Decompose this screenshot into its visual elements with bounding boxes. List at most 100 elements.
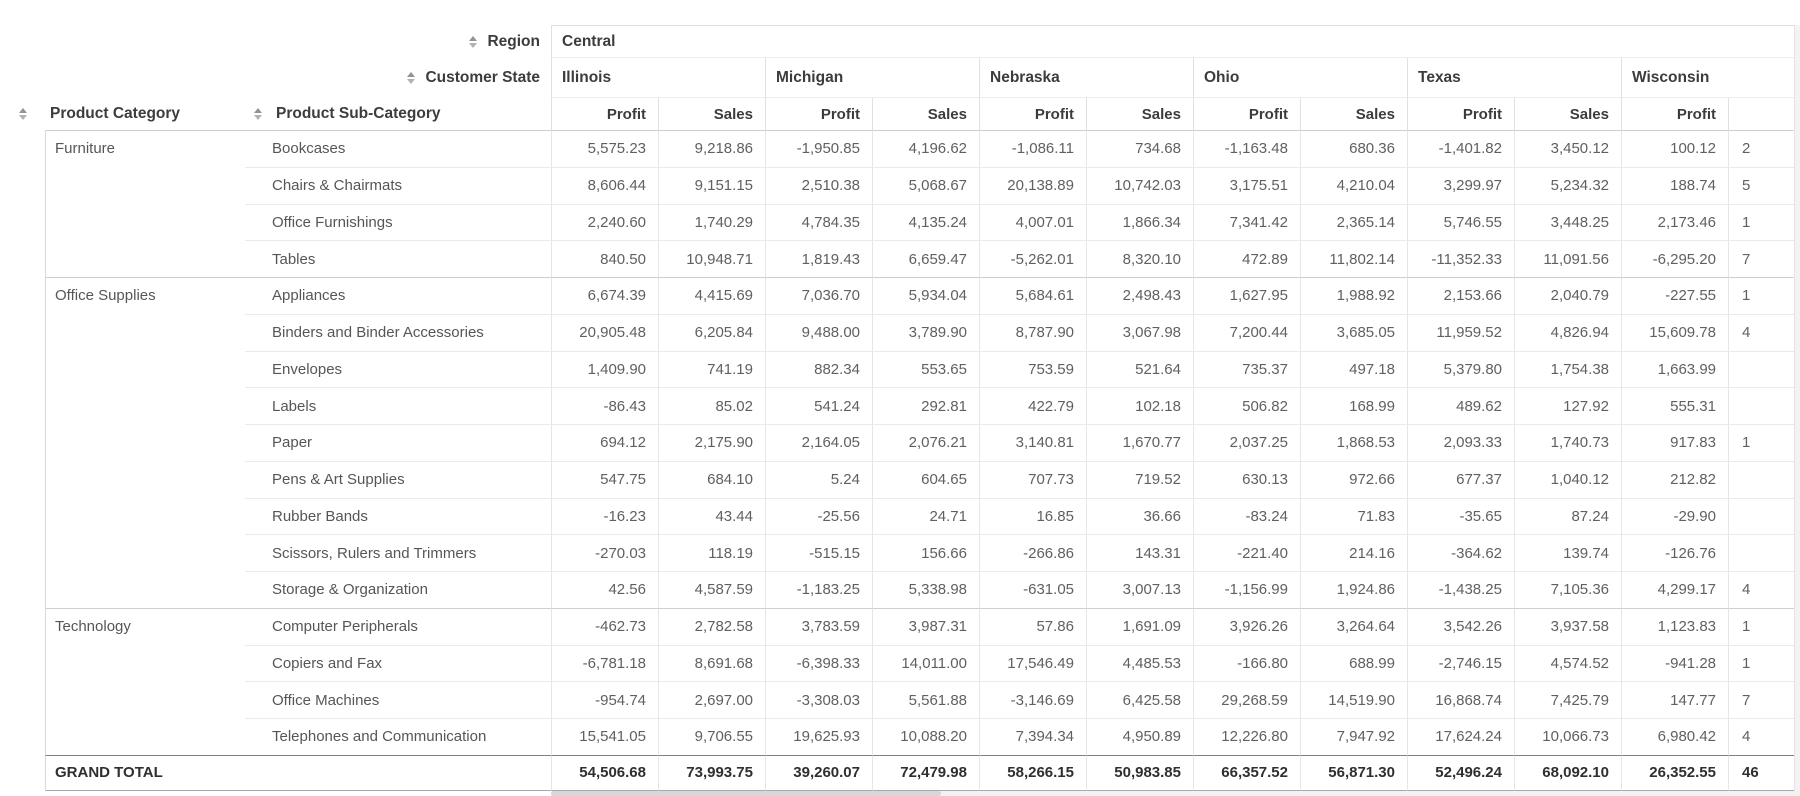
horizontal-scrollbar[interactable]	[551, 791, 1800, 796]
value-cell-sales: 972.66	[1300, 460, 1407, 498]
clipped-value-cell: 5	[1728, 166, 1800, 204]
value-cell-sales: 497.18	[1300, 350, 1407, 388]
value-cell-sales: 5,561.88	[872, 681, 979, 718]
customer-state-sort-icon[interactable]	[405, 72, 416, 84]
value-cell-sales: 680.36	[1300, 130, 1407, 167]
value-cell-sales: 1,040.12	[1514, 460, 1621, 498]
horizontal-scrollbar-thumb[interactable]	[551, 791, 941, 796]
value-cell-sales: 102.18	[1086, 387, 1193, 424]
value-cell-sales: 553.65	[872, 350, 979, 388]
value-cell-profit: -3,308.03	[765, 681, 872, 718]
value-cell-sales: 719.52	[1086, 460, 1193, 498]
category-cell: Office Supplies	[45, 277, 245, 314]
value-cell-sales: 11,802.14	[1300, 240, 1407, 277]
category-sort-icon[interactable]	[17, 108, 28, 120]
category-cell	[45, 203, 245, 241]
value-cell-sales: 292.81	[872, 387, 979, 424]
value-cell-profit: 9,488.00	[765, 313, 872, 351]
value-cell-profit: -364.62	[1407, 534, 1514, 571]
region-header[interactable]: Region	[0, 25, 551, 58]
state-row: Customer State Illinois Michigan Nebrask…	[0, 58, 1800, 98]
clipped-value-cell: 4	[1728, 571, 1800, 608]
row-left-spacer	[0, 534, 45, 571]
value-cell-profit: 20,905.48	[551, 313, 658, 351]
measure-header-profit[interactable]: Profit	[1621, 98, 1728, 130]
value-cell-sales: 139.74	[1514, 534, 1621, 571]
value-cell-sales: 604.65	[872, 460, 979, 498]
value-cell-sales: 5,068.67	[872, 166, 979, 204]
value-cell-sales: 1,691.09	[1086, 607, 1193, 645]
state-cell-texas: Texas	[1407, 58, 1621, 98]
value-cell-profit: -515.15	[765, 534, 872, 571]
measure-header-profit[interactable]: Profit	[979, 98, 1086, 130]
region-row: Region Central	[0, 25, 1800, 58]
subcategory-cell: Office Furnishings	[245, 203, 551, 241]
measure-header-profit[interactable]: Profit	[765, 98, 872, 130]
value-cell-profit: -3,146.69	[979, 681, 1086, 718]
value-cell-profit: 4,299.17	[1621, 571, 1728, 608]
value-cell-sales: 43.44	[658, 497, 765, 535]
value-cell-sales: 14,519.90	[1300, 681, 1407, 718]
value-cell-sales: 2,175.90	[658, 424, 765, 461]
grand-total-value-cell-sales: 50,983.85	[1086, 754, 1193, 791]
value-cell-profit: 15,541.05	[551, 718, 658, 755]
value-cell-profit: 100.12	[1621, 130, 1728, 167]
value-cell-profit: 5,379.80	[1407, 350, 1514, 388]
value-cell-profit: 16,868.74	[1407, 681, 1514, 718]
value-cell-profit: -941.28	[1621, 644, 1728, 682]
value-cell-profit: 188.74	[1621, 166, 1728, 204]
measure-header-sales[interactable]: Sales	[872, 98, 979, 130]
vertical-scrollbar[interactable]	[1794, 25, 1800, 791]
value-cell-sales: 4,574.52	[1514, 644, 1621, 682]
grand-total-value-cell-profit: 26,352.55	[1621, 754, 1728, 791]
value-cell-sales: 5,338.98	[872, 571, 979, 608]
category-cell	[45, 718, 245, 755]
value-cell-profit: 3,299.97	[1407, 166, 1514, 204]
row-left-spacer	[0, 204, 45, 241]
value-cell-profit: 7,036.70	[765, 277, 872, 314]
value-cell-profit: 16.85	[979, 497, 1086, 535]
value-cell-sales: 2,076.21	[872, 424, 979, 461]
measure-header-sales[interactable]: Sales	[1300, 98, 1407, 130]
measure-header-sales[interactable]: Sales	[1086, 98, 1193, 130]
value-cell-sales: 6,659.47	[872, 240, 979, 277]
value-cell-sales: 214.16	[1300, 534, 1407, 571]
value-cell-sales: 9,706.55	[658, 718, 765, 755]
value-cell-sales: 2,040.79	[1514, 277, 1621, 314]
measure-header-sales[interactable]: Sales	[658, 98, 765, 130]
row-left-spacer	[0, 424, 45, 461]
subcategory-sort-cell	[245, 98, 271, 130]
value-cell-sales: 3,789.90	[872, 313, 979, 351]
region-sort-icon[interactable]	[467, 35, 478, 48]
subcategory-cell: Pens & Art Supplies	[245, 460, 551, 498]
measure-header-profit[interactable]: Profit	[1193, 98, 1300, 130]
customer-state-header[interactable]: Customer State	[0, 58, 551, 98]
value-cell-profit: 840.50	[551, 240, 658, 277]
value-cell-sales: 8,320.10	[1086, 240, 1193, 277]
grand-total-row: GRAND TOTAL 54,506.68 73,993.75 39,260.07 7…	[0, 754, 1800, 791]
measure-header-profit[interactable]: Profit	[551, 98, 658, 130]
clipped-value-cell	[1728, 350, 1800, 388]
subcategory-sort-icon[interactable]	[253, 108, 264, 120]
category-cell: Technology	[45, 607, 245, 645]
category-header[interactable]: Product Category	[50, 105, 181, 122]
category-cell	[45, 681, 245, 718]
value-cell-sales: 521.64	[1086, 350, 1193, 388]
measure-header-sales[interactable]: Sales	[1514, 98, 1621, 130]
value-cell-sales: 10,088.20	[872, 718, 979, 755]
value-cell-sales: 168.99	[1300, 387, 1407, 424]
subcategory-cell: Labels	[245, 387, 551, 424]
top-margin	[0, 0, 1800, 25]
category-cell	[45, 240, 245, 277]
value-cell-profit: -1,163.48	[1193, 130, 1300, 167]
measure-header-profit[interactable]: Profit	[1407, 98, 1514, 130]
value-cell-sales: 1,866.34	[1086, 203, 1193, 241]
value-cell-profit: 3,783.59	[765, 607, 872, 645]
table-row: Rubber Bands -16.23 43.44 -25.56 24.71 16.85 3…	[0, 497, 1800, 535]
value-cell-sales: 36.66	[1086, 497, 1193, 535]
category-cell	[45, 460, 245, 498]
value-cell-profit: 5,684.61	[979, 277, 1086, 314]
value-cell-sales: 4,135.24	[872, 203, 979, 241]
value-cell-profit: 547.75	[551, 460, 658, 498]
subcategory-header[interactable]: Product Sub-Category	[276, 105, 441, 122]
